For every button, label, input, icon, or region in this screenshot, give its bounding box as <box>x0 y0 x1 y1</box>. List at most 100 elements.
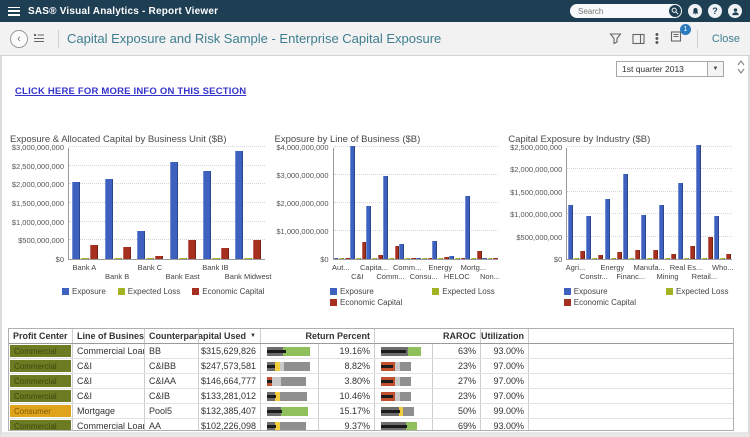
bar-expected-loss[interactable] <box>487 258 493 259</box>
user-account-icon[interactable] <box>728 4 742 18</box>
bar-expected-loss[interactable] <box>372 258 378 259</box>
bar-exposure[interactable] <box>586 216 592 259</box>
bar-exposure[interactable] <box>622 174 628 259</box>
bar-expected-loss[interactable] <box>355 258 361 259</box>
bar-expected-loss[interactable] <box>628 258 634 259</box>
bar-expected-loss[interactable] <box>665 258 671 259</box>
bar-exposure[interactable] <box>72 182 81 259</box>
period-dropdown-value[interactable]: 1st quarter 2013 <box>616 61 708 77</box>
panel-toggle-icon[interactable] <box>627 33 650 45</box>
bar-exposure[interactable] <box>202 171 211 259</box>
column-header-return-percent[interactable]: Return Percent <box>261 329 375 343</box>
bar-exposure[interactable] <box>604 199 610 259</box>
bar-expected-loss[interactable] <box>421 258 427 259</box>
bar-economic-capital[interactable] <box>122 247 131 259</box>
bar-exposure[interactable] <box>399 244 405 259</box>
bar-economic-capital[interactable] <box>671 254 677 259</box>
bar-exposure[interactable] <box>432 241 438 259</box>
bar-exposure[interactable] <box>481 258 487 259</box>
bar-economic-capital[interactable] <box>378 255 383 259</box>
filter-icon[interactable] <box>604 32 627 45</box>
help-icon[interactable]: ? <box>708 4 722 18</box>
bar-economic-capital[interactable] <box>253 240 262 259</box>
bar-exposure[interactable] <box>696 145 702 259</box>
column-header-counterparty[interactable]: Counterparty <box>145 329 199 343</box>
bar-exposure[interactable] <box>235 151 244 259</box>
bar-expected-loss[interactable] <box>113 258 122 259</box>
bar-expected-loss[interactable] <box>388 258 394 259</box>
bar-expected-loss[interactable] <box>339 258 345 259</box>
bar-economic-capital[interactable] <box>220 248 229 259</box>
bar-exposure[interactable] <box>350 146 355 259</box>
bar-exposure[interactable] <box>104 179 113 259</box>
column-header-raroc[interactable]: RAROC <box>375 329 481 343</box>
bar-economic-capital[interactable] <box>726 254 732 259</box>
bar-exposure[interactable] <box>333 258 339 259</box>
column-header-utilization[interactable]: Utilization <box>481 329 529 343</box>
bar-expected-loss[interactable] <box>610 258 616 259</box>
bar-economic-capital[interactable] <box>598 255 604 259</box>
bar-economic-capital[interactable] <box>90 245 99 259</box>
table-row[interactable]: Commercial C&I C&IAA $146,664,777 3.80% 27% 97… <box>9 374 733 389</box>
bar-economic-capital[interactable] <box>427 258 433 259</box>
search-input[interactable] <box>570 6 682 16</box>
bar-exposure[interactable] <box>415 258 421 259</box>
bar-expected-loss[interactable] <box>471 258 476 259</box>
bar-expected-loss[interactable] <box>146 258 155 259</box>
close-button[interactable]: Close <box>711 32 740 45</box>
bar-economic-capital[interactable] <box>689 246 695 259</box>
bar-expected-loss[interactable] <box>454 258 460 259</box>
table-of-contents-icon[interactable] <box>28 33 50 45</box>
search-icon[interactable] <box>669 5 681 17</box>
scrollbar[interactable] <box>737 60 745 74</box>
column-header-capital-used[interactable]: Capital Used▼ <box>199 329 261 343</box>
hamburger-menu-icon[interactable] <box>8 6 20 16</box>
bar-economic-capital[interactable] <box>460 258 466 259</box>
table-row[interactable]: Commercial Commercial Loan AA $102,226,098 9… <box>9 419 733 430</box>
bar-expected-loss[interactable] <box>647 258 653 259</box>
bar-exposure[interactable] <box>137 231 146 259</box>
bar-exposure[interactable] <box>677 183 683 259</box>
bar-economic-capital[interactable] <box>188 240 197 259</box>
bar-expected-loss[interactable] <box>81 258 90 259</box>
bar-expected-loss[interactable] <box>244 258 253 259</box>
bar-economic-capital[interactable] <box>634 250 640 259</box>
bar-expected-loss[interactable] <box>573 258 579 259</box>
bar-expected-loss[interactable] <box>683 258 689 259</box>
bar-expected-loss[interactable] <box>211 258 220 259</box>
bar-economic-capital[interactable] <box>361 242 367 259</box>
notifications-bell-icon[interactable] <box>688 4 702 18</box>
bar-expected-loss[interactable] <box>702 258 708 259</box>
bar-expected-loss[interactable] <box>405 258 411 259</box>
bar-expected-loss[interactable] <box>720 258 726 259</box>
table-row[interactable]: Consumer Mortgage Pool5 $132,385,407 15.17% 5… <box>9 404 733 419</box>
bar-expected-loss[interactable] <box>179 258 188 259</box>
bar-economic-capital[interactable] <box>579 251 585 259</box>
bar-economic-capital[interactable] <box>476 251 482 259</box>
back-icon[interactable]: ‹ <box>10 29 28 48</box>
bar-economic-capital[interactable] <box>708 237 714 259</box>
chevron-down-icon[interactable]: ▼ <box>708 61 724 77</box>
column-header-line-of-business[interactable]: Line of Business <box>73 329 145 343</box>
table-row[interactable]: Commercial Commercial Loan BB $315,629,826 1… <box>9 344 733 359</box>
table-row[interactable]: Commercial C&I C&IB $133,281,012 10.46% 23% 97… <box>9 389 733 404</box>
bar-exposure[interactable] <box>465 196 471 259</box>
bar-economic-capital[interactable] <box>444 257 449 259</box>
bar-economic-capital[interactable] <box>345 258 351 259</box>
bar-exposure[interactable] <box>641 215 647 259</box>
bar-economic-capital[interactable] <box>493 258 499 259</box>
table-row[interactable]: Commercial C&I C&IBB $247,573,581 8.82% 23% 97… <box>9 359 733 374</box>
bar-economic-capital[interactable] <box>411 258 416 259</box>
bar-exposure[interactable] <box>170 162 179 259</box>
period-dropdown[interactable]: 1st quarter 2013 ▼ <box>616 61 724 77</box>
bar-exposure[interactable] <box>714 216 720 259</box>
bar-economic-capital[interactable] <box>616 252 622 259</box>
column-header-profit-center[interactable]: Profit Center <box>9 329 73 343</box>
more-options-kebab-icon[interactable]: • • • <box>655 28 659 49</box>
bar-economic-capital[interactable] <box>394 246 400 259</box>
bar-expected-loss[interactable] <box>438 258 444 259</box>
bar-exposure[interactable] <box>659 205 665 259</box>
more-info-link[interactable]: CLICK HERE FOR MORE INFO ON THIS SECTION <box>15 86 247 97</box>
bar-exposure[interactable] <box>448 256 454 259</box>
search-box[interactable] <box>570 4 682 18</box>
